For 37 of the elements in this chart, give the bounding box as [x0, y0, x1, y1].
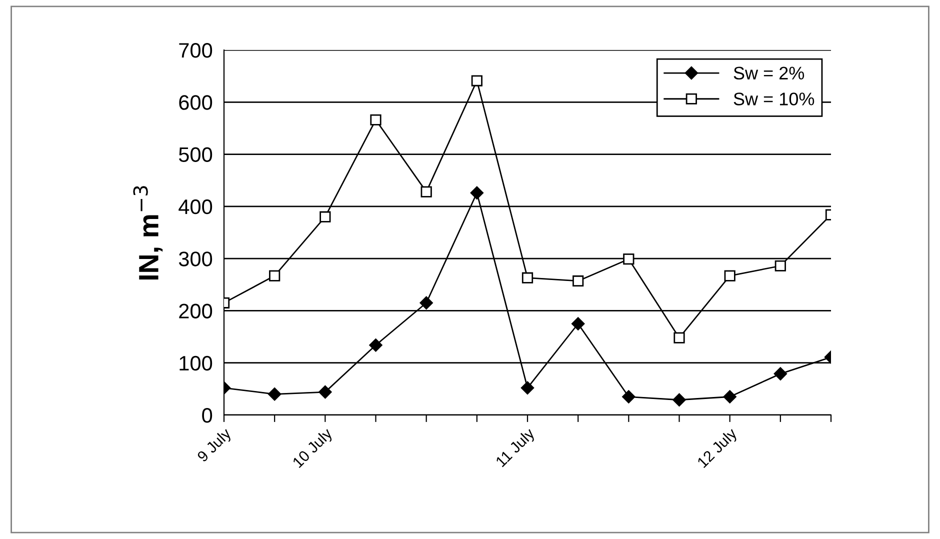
y-tick-label: 400 — [178, 199, 212, 214]
point — [571, 317, 585, 330]
point — [269, 270, 280, 282]
y-tick-label: 600 — [179, 95, 212, 110]
point — [420, 186, 432, 198]
point — [268, 388, 282, 401]
point — [774, 367, 788, 380]
point — [471, 75, 482, 86]
point — [369, 338, 382, 352]
legend-label: Sw = 10% — [734, 92, 814, 106]
point — [318, 385, 332, 399]
point — [672, 393, 686, 406]
point — [370, 114, 382, 126]
legend-label: Sw = 2% — [734, 66, 804, 80]
point — [522, 272, 534, 284]
point — [320, 211, 331, 222]
x-tick-label: 12 July — [696, 426, 740, 470]
y-axis-title: IN, m$^{−3}$ — [133, 186, 163, 280]
x-tick-label: 10 July — [292, 426, 336, 470]
y-tick-label: 0 — [202, 408, 212, 423]
point — [723, 390, 736, 404]
x-tick-label: 11 July — [494, 426, 538, 470]
y-tick-label: 500 — [178, 147, 212, 162]
point — [420, 296, 433, 310]
point — [572, 275, 584, 287]
point — [674, 332, 685, 344]
point — [622, 390, 636, 404]
point — [774, 260, 786, 272]
point — [623, 254, 634, 265]
y-tick-label: 100 — [180, 356, 212, 371]
point — [470, 186, 484, 200]
y-tick-label: 700 — [179, 43, 212, 58]
x-tick-label: 9 July — [196, 426, 234, 465]
point — [520, 381, 534, 394]
y-tick-label: 300 — [178, 252, 212, 266]
point — [724, 270, 736, 282]
y-tick-label: 200 — [179, 304, 212, 318]
